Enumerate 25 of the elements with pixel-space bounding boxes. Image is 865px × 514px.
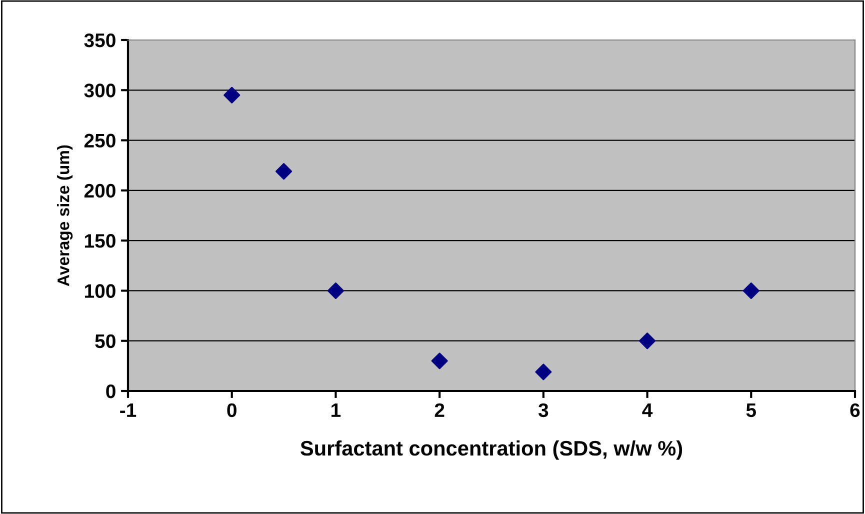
point [327, 282, 344, 300]
x-axis-title: Surfactant concentration (SDS, w/w %) [300, 440, 682, 460]
y-tick-label: 50 [95, 334, 116, 348]
x-tick-label: 1 [332, 404, 341, 417]
y-axis-title: Average size (um) [57, 145, 73, 286]
point [275, 163, 292, 180]
x-tick-label: 6 [850, 403, 860, 418]
x-tick-label: 5 [746, 404, 756, 418]
y-tick-label: 250 [84, 134, 116, 148]
point [431, 352, 448, 370]
point [224, 86, 240, 104]
y-tick-label: 300 [84, 84, 116, 98]
x-tick-label: 3 [538, 403, 548, 418]
y-tick-label: 150 [84, 234, 116, 248]
y-tick-label: 200 [84, 184, 116, 198]
x-tick-label: 0 [227, 403, 236, 418]
y-tick-label: 0 [106, 384, 116, 398]
x-tick-label: -1 [120, 404, 136, 417]
x-tick-label: 2 [434, 403, 444, 417]
y-tick-label: 100 [84, 284, 116, 298]
x-tick-label: 4 [642, 404, 653, 417]
y-tick-label: 350 [84, 33, 116, 48]
point [638, 332, 656, 350]
point [535, 364, 552, 380]
point [742, 282, 760, 300]
